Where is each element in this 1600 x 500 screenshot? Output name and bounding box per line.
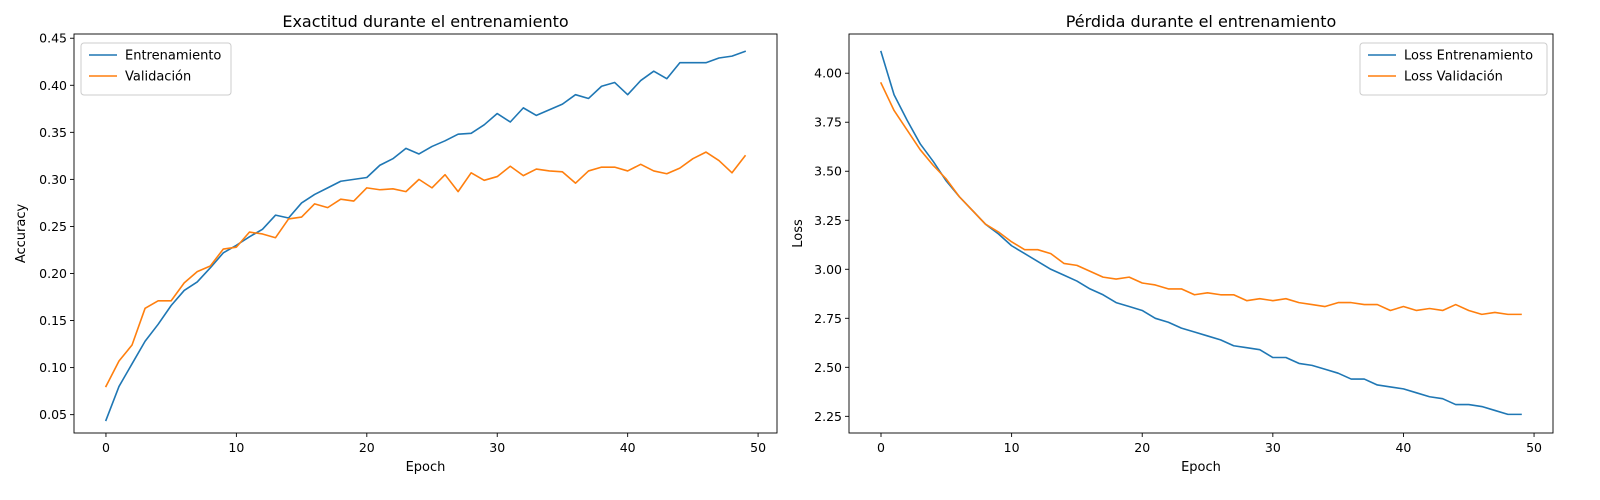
y-tick-label: 0.40: [39, 78, 67, 93]
x-tick-label: 20: [1134, 440, 1150, 455]
series-line-0: [104, 50, 747, 422]
x-tick-label: 10: [1004, 440, 1020, 455]
y-tick-label: 2.50: [814, 360, 842, 375]
y-tick-label: 0.45: [39, 31, 67, 46]
axes-frame: [73, 33, 778, 434]
x-tick-label: 10: [228, 440, 244, 455]
y-tick-label: 4.00: [814, 66, 842, 81]
x-tick-label: 50: [750, 440, 766, 455]
legend-label-0: Loss Entrenamiento: [1404, 49, 1533, 64]
y-axis-label: Accuracy: [14, 204, 29, 264]
legend-label-1: Loss Validación: [1404, 70, 1503, 85]
x-axis-label: Epoch: [406, 460, 446, 475]
x-tick-label: 20: [359, 440, 375, 455]
legend-box: [80, 42, 232, 96]
x-tick-label: 50: [1526, 440, 1542, 455]
chart-title: Exactitud durante el entrenamiento: [282, 12, 568, 31]
chart-0: Exactitud durante el entrenamiento 0 10 20 3…: [14, 12, 778, 475]
y-tick-label: 0.35: [39, 125, 67, 140]
chart-title: Pérdida durante el entrenamiento: [1066, 12, 1337, 31]
x-axis-label: Epoch: [1181, 460, 1221, 475]
y-tick-label: 2.25: [814, 409, 842, 424]
y-tick-label: 0.30: [39, 172, 67, 187]
y-tick-label: 0.05: [39, 407, 67, 422]
y-tick-label: 2.75: [814, 311, 842, 326]
series-line-1: [879, 81, 1522, 316]
y-tick-label: 0.20: [39, 266, 67, 281]
y-axis-label: Loss: [791, 219, 806, 248]
y-tick-label: 3.00: [814, 262, 842, 277]
x-tick-label: 0: [877, 440, 885, 455]
x-tick-label: 40: [1395, 440, 1411, 455]
x-tick-label: 40: [620, 440, 636, 455]
legend-label-0: Entrenamiento: [125, 49, 221, 64]
y-tick-label: 0.10: [39, 360, 67, 375]
chart-1: Pérdida durante el entrenamiento 0 10 20 30 4…: [791, 12, 1554, 475]
legend-label-1: Validación: [125, 70, 191, 85]
y-tick-label: 3.25: [814, 213, 842, 228]
y-tick-label: 3.50: [814, 164, 842, 179]
legend: Entrenamiento Validación: [80, 42, 232, 96]
y-tick-label: 3.75: [814, 115, 842, 130]
series-line-0: [880, 50, 1522, 416]
x-tick-label: 0: [102, 440, 110, 455]
legend: Loss Entrenamiento Loss Validación: [1359, 42, 1548, 96]
x-tick-label: 30: [489, 440, 505, 455]
y-tick-label: 0.25: [39, 219, 67, 234]
series-line-1: [104, 151, 747, 388]
legend-box: [1359, 42, 1548, 96]
x-tick-label: 30: [1265, 440, 1281, 455]
y-tick-label: 0.15: [39, 313, 67, 328]
axes-frame: [848, 33, 1554, 434]
